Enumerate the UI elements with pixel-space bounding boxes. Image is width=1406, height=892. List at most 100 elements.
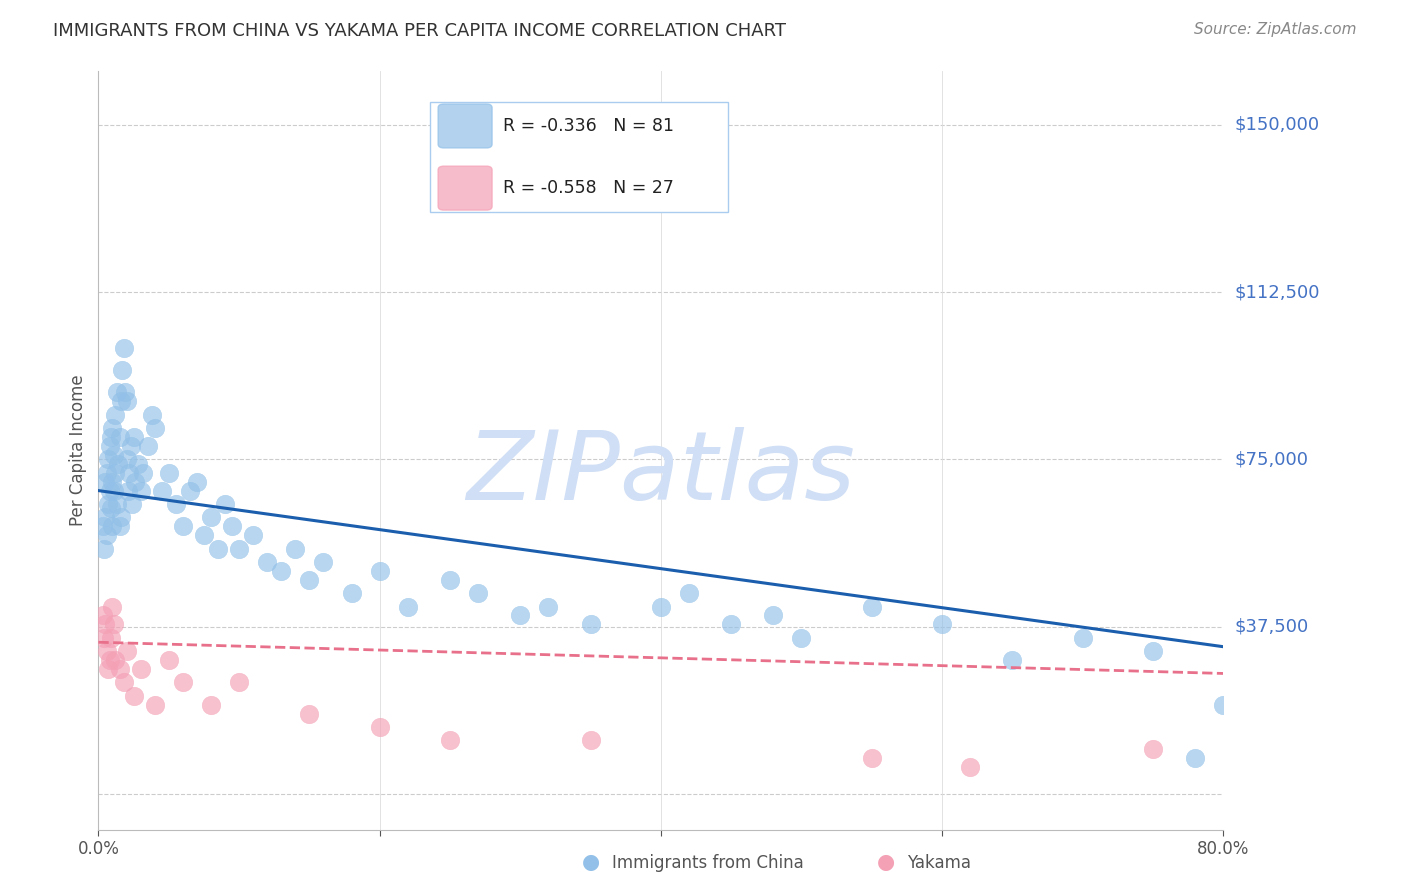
Point bbox=[143, 421, 166, 435]
Point bbox=[165, 497, 187, 511]
Point bbox=[1212, 698, 1234, 712]
Point bbox=[678, 586, 700, 600]
Point bbox=[312, 555, 335, 569]
Point bbox=[100, 631, 122, 645]
Y-axis label: Per Capita Income: Per Capita Income bbox=[69, 375, 87, 526]
Point bbox=[439, 573, 461, 587]
Text: Yakama: Yakama bbox=[907, 855, 972, 872]
Point bbox=[110, 510, 132, 524]
Point bbox=[93, 541, 115, 556]
Point bbox=[439, 733, 461, 747]
Point bbox=[298, 706, 321, 721]
Point bbox=[104, 466, 127, 480]
Point bbox=[97, 497, 120, 511]
Point bbox=[108, 519, 131, 533]
Point bbox=[150, 483, 173, 498]
Point bbox=[790, 631, 813, 645]
Point bbox=[298, 573, 321, 587]
FancyBboxPatch shape bbox=[439, 104, 492, 148]
Point bbox=[860, 751, 883, 765]
Text: IMMIGRANTS FROM CHINA VS YAKAMA PER CAPITA INCOME CORRELATION CHART: IMMIGRANTS FROM CHINA VS YAKAMA PER CAPI… bbox=[53, 22, 786, 40]
Point bbox=[115, 644, 138, 658]
Point bbox=[94, 475, 117, 489]
Point bbox=[105, 497, 128, 511]
Point bbox=[122, 430, 145, 444]
Point bbox=[94, 510, 117, 524]
Point bbox=[1142, 644, 1164, 658]
Point bbox=[104, 653, 127, 667]
FancyBboxPatch shape bbox=[439, 166, 492, 211]
Point bbox=[108, 430, 131, 444]
Text: ●: ● bbox=[877, 853, 894, 872]
Point bbox=[122, 689, 145, 703]
Point bbox=[959, 760, 981, 774]
Point bbox=[101, 421, 124, 435]
Point bbox=[172, 675, 194, 690]
Point bbox=[118, 466, 141, 480]
Text: $75,000: $75,000 bbox=[1234, 450, 1309, 468]
Point bbox=[396, 599, 419, 614]
Point bbox=[94, 617, 117, 632]
Point bbox=[200, 510, 222, 524]
Point bbox=[120, 439, 142, 453]
Point bbox=[368, 564, 391, 578]
Point bbox=[1142, 742, 1164, 756]
Point bbox=[1071, 631, 1094, 645]
Point bbox=[157, 653, 180, 667]
Point bbox=[509, 608, 531, 623]
Point bbox=[214, 497, 236, 511]
Point bbox=[98, 439, 121, 453]
Point bbox=[129, 662, 152, 676]
Point bbox=[368, 720, 391, 734]
Point bbox=[256, 555, 278, 569]
Point bbox=[172, 519, 194, 533]
Point bbox=[127, 457, 149, 471]
Point bbox=[124, 475, 146, 489]
Point bbox=[104, 408, 127, 422]
Point bbox=[111, 363, 134, 377]
Point bbox=[100, 430, 122, 444]
Point bbox=[101, 599, 124, 614]
Point bbox=[112, 675, 135, 690]
Text: ZIPatlas: ZIPatlas bbox=[467, 426, 855, 520]
Point bbox=[1184, 751, 1206, 765]
Point bbox=[101, 519, 124, 533]
Point bbox=[200, 698, 222, 712]
Point bbox=[143, 698, 166, 712]
Text: Source: ZipAtlas.com: Source: ZipAtlas.com bbox=[1194, 22, 1357, 37]
Text: R = -0.558   N = 27: R = -0.558 N = 27 bbox=[503, 179, 675, 197]
Point bbox=[96, 466, 118, 480]
Point bbox=[467, 586, 489, 600]
Point bbox=[186, 475, 208, 489]
Point bbox=[207, 541, 229, 556]
Point bbox=[270, 564, 292, 578]
Point bbox=[110, 394, 132, 409]
Point bbox=[242, 528, 264, 542]
Text: $112,500: $112,500 bbox=[1234, 283, 1320, 301]
Point bbox=[91, 519, 114, 533]
FancyBboxPatch shape bbox=[430, 102, 728, 211]
Point bbox=[96, 528, 118, 542]
Point bbox=[112, 341, 135, 355]
Point bbox=[115, 394, 138, 409]
Point bbox=[537, 599, 560, 614]
Point bbox=[97, 662, 120, 676]
Point bbox=[284, 541, 307, 556]
Point bbox=[1001, 653, 1024, 667]
Point bbox=[132, 466, 155, 480]
Point bbox=[91, 608, 114, 623]
Point bbox=[101, 475, 124, 489]
Point bbox=[179, 483, 201, 498]
Point bbox=[931, 617, 953, 632]
Point bbox=[108, 662, 131, 676]
Point bbox=[720, 617, 742, 632]
Point bbox=[228, 541, 250, 556]
Point bbox=[105, 385, 128, 400]
Point bbox=[114, 385, 136, 400]
Point bbox=[107, 457, 129, 471]
Point bbox=[97, 452, 120, 467]
Point bbox=[96, 644, 118, 658]
Point bbox=[93, 631, 115, 645]
Point bbox=[129, 483, 152, 498]
Point bbox=[762, 608, 785, 623]
